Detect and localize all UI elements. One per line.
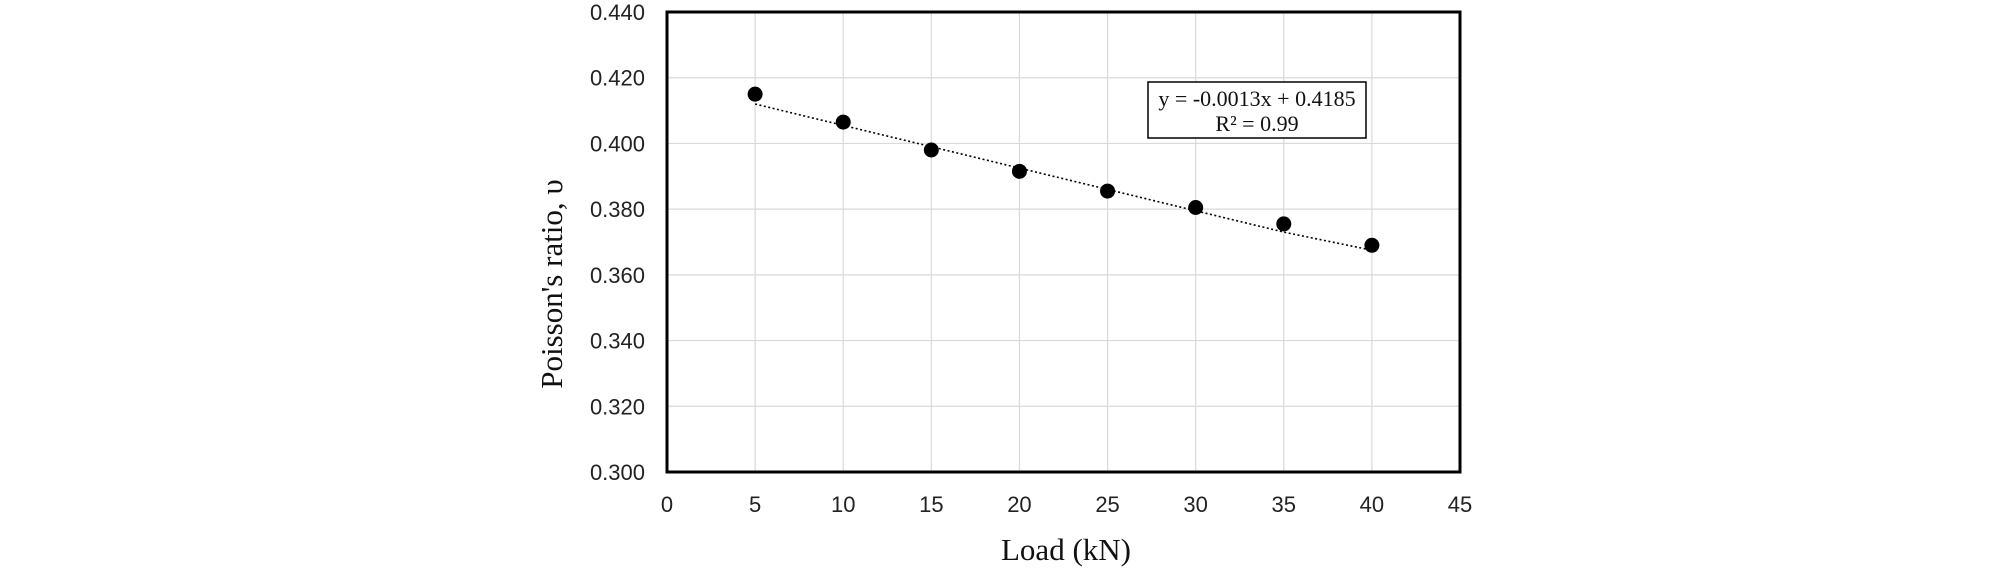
trendline-r-squared: R² = 0.99 xyxy=(1215,111,1298,136)
y-axis-title: Poisson's ratio, υ xyxy=(534,179,569,389)
y-tick-label: 0.360 xyxy=(590,263,645,288)
x-tick-label: 45 xyxy=(1448,492,1472,517)
y-axis-ticks: 0.300 0.320 0.340 0.360 0.380 0.400 0.420 0.440 xyxy=(590,0,645,485)
x-tick-label: 0 xyxy=(661,492,673,517)
data-points xyxy=(747,86,1380,253)
data-point xyxy=(1011,163,1027,179)
x-tick-label: 40 xyxy=(1360,492,1384,517)
data-point xyxy=(747,86,763,102)
equation-box-frame xyxy=(1147,81,1367,139)
y-tick-label: 0.320 xyxy=(590,394,645,419)
data-point xyxy=(1276,216,1292,232)
x-tick-label: 5 xyxy=(749,492,761,517)
x-tick-label: 25 xyxy=(1095,492,1119,517)
grid-lines xyxy=(666,11,1461,473)
y-tick-label: 0.400 xyxy=(590,131,645,156)
y-tick-label: 0.300 xyxy=(590,460,645,485)
y-tick-label: 0.440 xyxy=(590,0,645,25)
trendline-equation: y = -0.0013x + 0.4185 xyxy=(1158,86,1355,111)
x-tick-label: 35 xyxy=(1272,492,1296,517)
x-tick-label: 20 xyxy=(1007,492,1031,517)
y-tick-label: 0.380 xyxy=(590,197,645,222)
x-axis-title: Load (kN) xyxy=(1001,532,1131,567)
data-point xyxy=(1364,237,1380,253)
y-tick-label: 0.420 xyxy=(590,66,645,91)
x-tick-label: 15 xyxy=(919,492,943,517)
x-axis-ticks: 0 5 10 15 20 25 30 35 40 45 xyxy=(661,492,1472,517)
data-point xyxy=(1100,183,1116,199)
plot-area xyxy=(665,10,1462,474)
data-point xyxy=(835,114,851,130)
data-point xyxy=(923,142,939,158)
x-tick-label: 30 xyxy=(1183,492,1207,517)
data-point xyxy=(1188,200,1204,215)
y-tick-label: 0.340 xyxy=(590,329,645,354)
trendline-equation-box: y = -0.0013x + 0.4185 R² = 0.99 xyxy=(1147,81,1367,139)
x-tick-label: 10 xyxy=(831,492,855,517)
